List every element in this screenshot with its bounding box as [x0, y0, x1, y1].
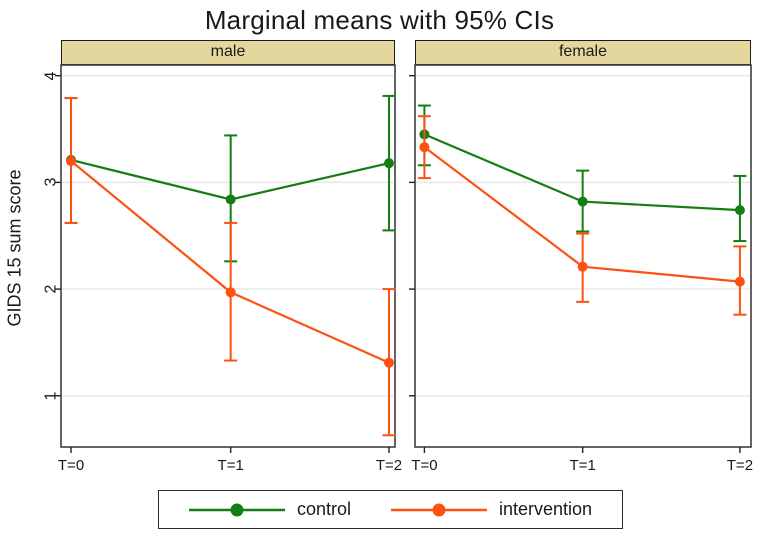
- panel-gap: [395, 40, 415, 473]
- data-point: [383, 357, 394, 368]
- x-tick-label: T=0: [58, 457, 84, 474]
- chart-area: GIDS 15 sum score 1 2 3 4 male T=0 T=1 T=2 fe…: [0, 40, 759, 474]
- data-point: [734, 276, 745, 287]
- panel-header-female: female: [415, 40, 751, 65]
- legend-entry-control: control: [188, 499, 351, 520]
- data-point: [225, 194, 236, 205]
- x-tick-label: T=2: [376, 457, 402, 474]
- y-tick-label: 2: [42, 284, 60, 294]
- panel-female: female T=0 T=1 T=2: [409, 40, 753, 474]
- x-tick-label: T=1: [570, 457, 596, 474]
- plot-frame: [60, 64, 396, 448]
- data-point: [383, 158, 394, 169]
- data-point: [577, 196, 588, 207]
- data-point: [66, 156, 77, 167]
- control-series: [417, 104, 747, 243]
- plot-area-female: T=0 T=1 T=2: [409, 64, 753, 474]
- x-tick-label: T=0: [411, 457, 437, 474]
- y-axis-label: GIDS 15 sum score: [4, 169, 25, 327]
- y-tick-label: 4: [42, 71, 60, 81]
- data-point: [734, 205, 745, 216]
- legend-marker: [230, 503, 244, 516]
- data-point: [225, 287, 236, 298]
- y-tick-label: 1: [42, 391, 60, 401]
- y-axis-label-column: GIDS 15 sum score: [0, 40, 30, 473]
- y-tick-label-column: 1 2 3 4: [30, 40, 61, 473]
- legend: control intervention: [157, 490, 624, 529]
- x-tick-label: T=1: [218, 457, 244, 474]
- panel-header-male: male: [61, 40, 395, 65]
- legend-label-control: control: [296, 499, 351, 519]
- y-tick-label: 3: [42, 177, 60, 187]
- control-line-marker-swatch: [188, 503, 285, 516]
- legend-label-intervention: intervention: [498, 499, 593, 519]
- intervention-series: [64, 97, 396, 437]
- intervention-line-marker-swatch: [390, 503, 487, 516]
- data-point: [577, 261, 588, 272]
- chart-title: Marginal means with 95% CIs: [204, 4, 555, 35]
- legend-marker: [432, 503, 446, 516]
- data-point: [419, 142, 430, 153]
- panel-male: male T=0 T=1 T=2: [55, 40, 402, 474]
- plot-area-male: T=0 T=1 T=2: [55, 64, 402, 474]
- legend-entry-intervention: intervention: [390, 499, 593, 520]
- x-tick-label: T=2: [727, 457, 753, 474]
- legend-row: control intervention: [0, 490, 759, 529]
- intervention-series: [417, 115, 747, 316]
